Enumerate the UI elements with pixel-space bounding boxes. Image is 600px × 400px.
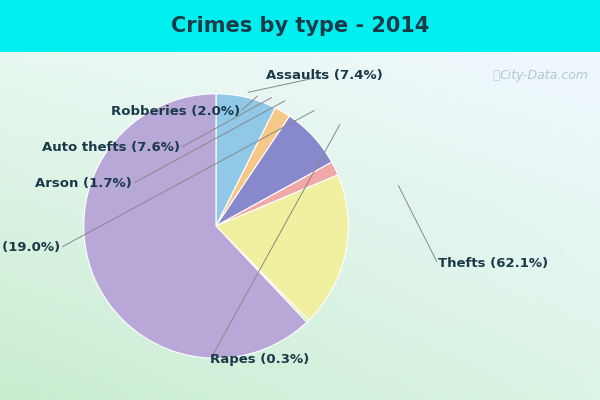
Wedge shape (216, 175, 348, 320)
Text: Rapes (0.3%): Rapes (0.3%) (210, 354, 309, 366)
Wedge shape (216, 226, 308, 322)
Wedge shape (216, 162, 338, 226)
Text: Assaults (7.4%): Assaults (7.4%) (266, 70, 382, 82)
Text: Auto thefts (7.6%): Auto thefts (7.6%) (42, 142, 180, 154)
Text: City-Data.com: City-Data.com (499, 70, 588, 82)
Text: Robberies (2.0%): Robberies (2.0%) (111, 106, 240, 118)
Text: Arson (1.7%): Arson (1.7%) (35, 178, 132, 190)
Wedge shape (216, 108, 290, 226)
Text: ⓘ: ⓘ (492, 70, 499, 82)
Wedge shape (216, 116, 332, 226)
Wedge shape (216, 94, 275, 226)
Text: Burglaries (19.0%): Burglaries (19.0%) (0, 242, 60, 254)
Text: Crimes by type - 2014: Crimes by type - 2014 (171, 16, 429, 36)
Text: Thefts (62.1%): Thefts (62.1%) (438, 258, 548, 270)
Wedge shape (84, 94, 307, 358)
